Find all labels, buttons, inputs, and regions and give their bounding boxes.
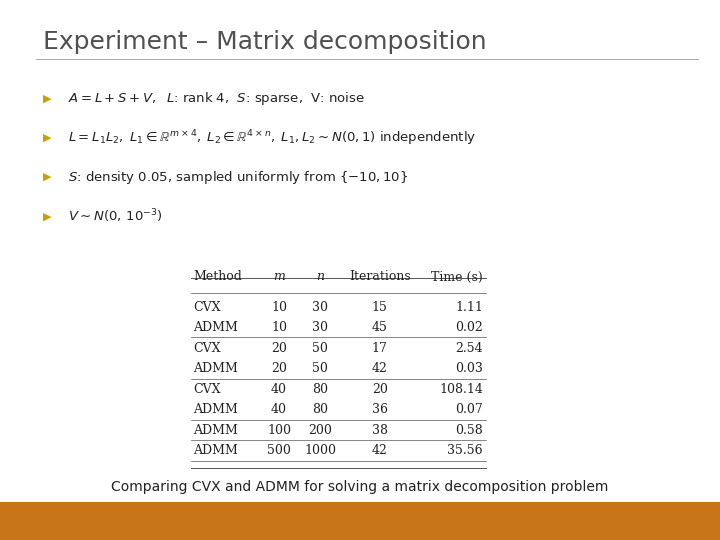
Text: 0.02: 0.02 xyxy=(455,321,483,334)
Text: 80: 80 xyxy=(312,383,328,396)
Text: 0.07: 0.07 xyxy=(455,403,483,416)
Text: 30: 30 xyxy=(312,301,328,314)
Text: 20: 20 xyxy=(271,362,287,375)
Text: 20: 20 xyxy=(271,342,287,355)
Text: ▶: ▶ xyxy=(43,133,52,143)
Text: 2.54: 2.54 xyxy=(456,342,483,355)
Text: $V{\sim}N(0,\,10^{-3})$: $V{\sim}N(0,\,10^{-3})$ xyxy=(68,208,163,225)
Text: 1000: 1000 xyxy=(305,444,336,457)
Text: $S$: density 0.05, sampled uniformly from $\{-10,10\}$: $S$: density 0.05, sampled uniformly fro… xyxy=(68,168,409,186)
Text: 35.56: 35.56 xyxy=(448,444,483,457)
Text: 40: 40 xyxy=(271,383,287,396)
Text: 50: 50 xyxy=(312,342,328,355)
Text: Comparing CVX and ADMM for solving a matrix decomposition problem: Comparing CVX and ADMM for solving a mat… xyxy=(112,480,608,494)
Text: 15: 15 xyxy=(372,301,388,314)
Text: 17: 17 xyxy=(372,342,388,355)
Text: $L = L_1 L_2,\; L_1 \in \mathbb{R}^{m\times4},\; L_2 \in \mathbb{R}^{4\times n},: $L = L_1 L_2,\; L_1 \in \mathbb{R}^{m\ti… xyxy=(68,128,477,147)
Text: CVX: CVX xyxy=(193,301,220,314)
Text: 200: 200 xyxy=(308,424,333,437)
Text: 500: 500 xyxy=(267,444,291,457)
Text: 10: 10 xyxy=(271,301,287,314)
Text: ADMM: ADMM xyxy=(193,321,238,334)
Text: 50: 50 xyxy=(312,362,328,375)
Text: 42: 42 xyxy=(372,444,388,457)
Text: 1.11: 1.11 xyxy=(455,301,483,314)
Text: 10: 10 xyxy=(271,321,287,334)
Text: 42: 42 xyxy=(372,362,388,375)
Text: 108.14: 108.14 xyxy=(439,383,483,396)
Text: 0.03: 0.03 xyxy=(455,362,483,375)
Text: Experiment – Matrix decomposition: Experiment – Matrix decomposition xyxy=(43,30,487,54)
Text: ▶: ▶ xyxy=(43,93,52,103)
Text: ADMM: ADMM xyxy=(193,424,238,437)
Text: 0.58: 0.58 xyxy=(455,424,483,437)
Text: ▶: ▶ xyxy=(43,212,52,221)
FancyBboxPatch shape xyxy=(0,502,720,540)
Text: 30: 30 xyxy=(312,321,328,334)
Text: 20: 20 xyxy=(372,383,388,396)
Text: Iterations: Iterations xyxy=(349,271,410,284)
Text: 38: 38 xyxy=(372,424,388,437)
Text: Method: Method xyxy=(193,271,242,284)
Text: ADMM: ADMM xyxy=(193,362,238,375)
Text: 45: 45 xyxy=(372,321,388,334)
Text: m: m xyxy=(273,271,285,284)
Text: ADMM: ADMM xyxy=(193,444,238,457)
Text: 36: 36 xyxy=(372,403,388,416)
Text: ADMM: ADMM xyxy=(193,403,238,416)
Text: n: n xyxy=(316,271,325,284)
Text: 100: 100 xyxy=(267,424,291,437)
Text: 40: 40 xyxy=(271,403,287,416)
Text: $A = L + S + V,\;$ $L$: rank 4,  $S$: sparse,  V: noise: $A = L + S + V,\;$ $L$: rank 4, $S$: spa… xyxy=(68,90,365,107)
Text: ▶: ▶ xyxy=(43,172,52,182)
Text: Time (s): Time (s) xyxy=(431,271,483,284)
Text: CVX: CVX xyxy=(193,383,220,396)
Text: 80: 80 xyxy=(312,403,328,416)
Text: CVX: CVX xyxy=(193,342,220,355)
